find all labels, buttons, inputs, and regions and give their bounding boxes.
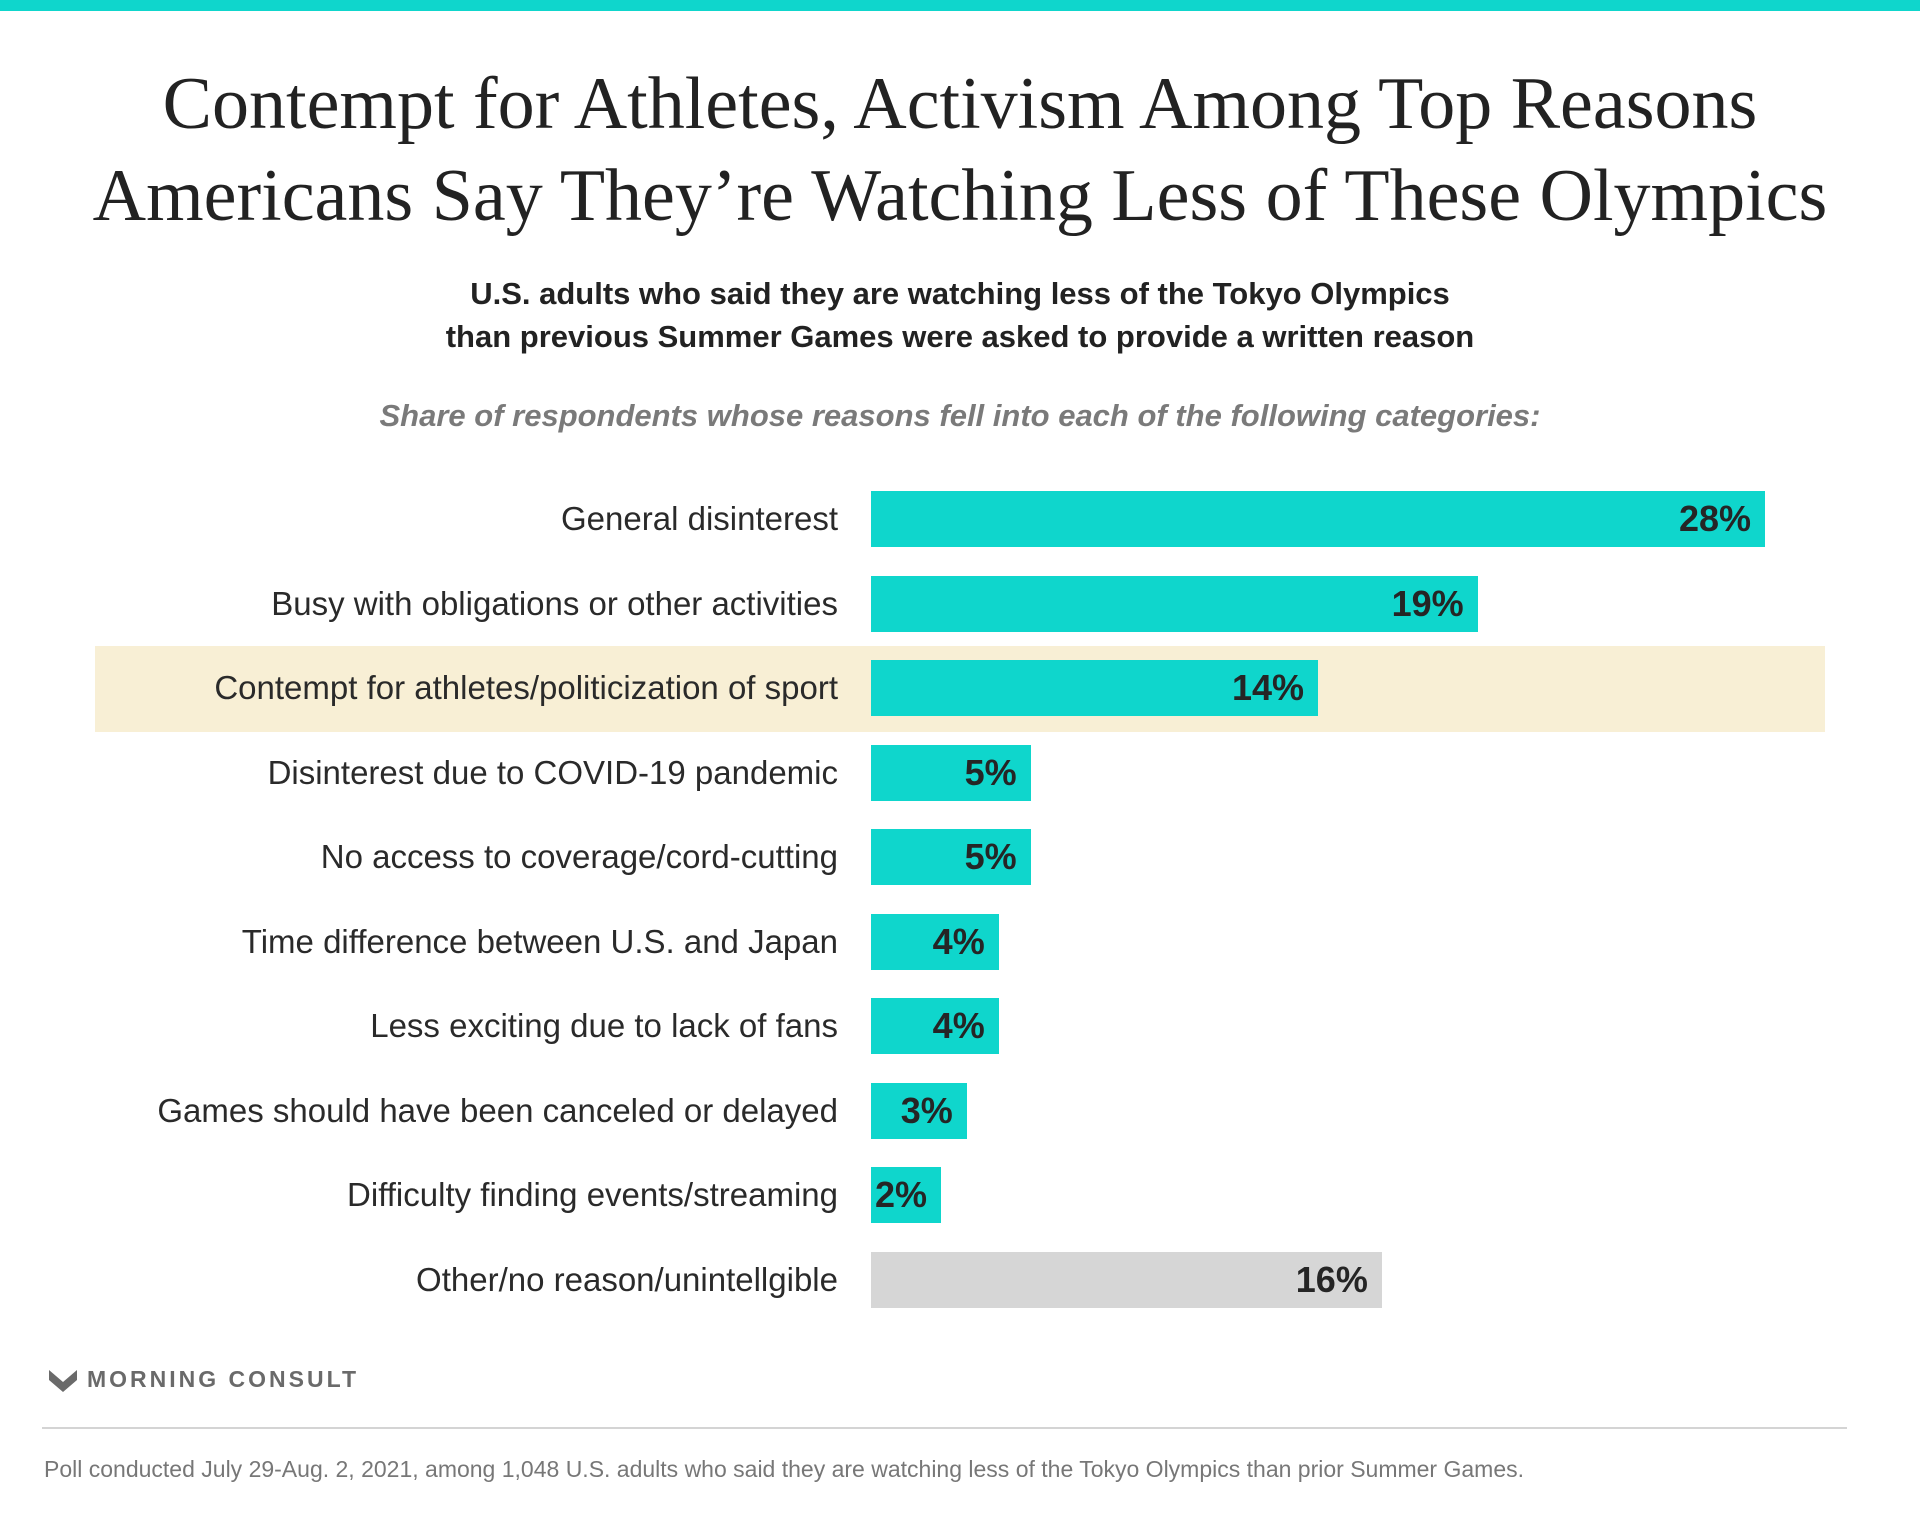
value-label: 28% — [1678, 498, 1751, 539]
chart-title: Contempt for Athletes, Activism Among To… — [0, 58, 1920, 242]
bar-row: General disinterest 28% — [0, 491, 1920, 547]
bar: 5% — [871, 744, 1031, 801]
bar-row: Games should have been canceled or delay… — [0, 1082, 1920, 1139]
value-label: 2% — [874, 1174, 927, 1215]
bar-row: Contempt for athletes/politicization of … — [0, 660, 1920, 716]
category-label: Other/no reason/unintellgible — [416, 1260, 838, 1298]
subtitle-line-2: than previous Summer Games were asked to… — [445, 319, 1475, 354]
brand-name: MORNING CONSULT — [87, 1366, 360, 1392]
subtitle-line-1: U.S. adults who said they are watching l… — [470, 276, 1450, 311]
bar: 19% — [871, 575, 1478, 632]
value-label: 5% — [964, 751, 1017, 793]
category-label: No access to coverage/cord-cutting — [320, 838, 838, 875]
bar: 5% — [871, 829, 1031, 885]
chart-description: Share of respondents whose reasons fell … — [379, 398, 1541, 433]
morning-consult-logo-icon — [49, 1369, 77, 1392]
category-label: Disinterest due to COVID-19 pandemic — [267, 753, 838, 791]
value-label: 4% — [932, 920, 985, 962]
category-label: Less exciting due to lack of fans — [370, 1007, 838, 1044]
top-accent-bar — [0, 0, 1920, 11]
bar-row: Difficulty finding events/streaming 2% — [0, 1167, 1920, 1223]
brand-logo: MORNING CONSULT — [49, 1366, 359, 1393]
footer-note: Poll conducted July 29-Aug. 2, 2021, amo… — [44, 1456, 1525, 1482]
bar-row: Other/no reason/unintellgible 16% — [0, 1251, 1920, 1308]
category-label: General disinterest — [561, 500, 838, 537]
category-label: Contempt for athletes/politicization of … — [214, 669, 838, 706]
title-line-2: Americans Say They’re Watching Less of T… — [92, 155, 1828, 237]
bar-row: Less exciting due to lack of fans 4% — [0, 998, 1920, 1054]
category-label: Busy with obligations or other activitie… — [271, 584, 838, 622]
footer-divider — [42, 1427, 1847, 1429]
bar: 2% — [871, 1167, 941, 1223]
value-label: 3% — [900, 1089, 953, 1131]
category-label: Games should have been canceled or delay… — [157, 1091, 838, 1129]
value-label: 5% — [964, 836, 1017, 877]
bar: 16% — [871, 1251, 1382, 1308]
category-label: Difficulty finding events/streaming — [347, 1176, 838, 1213]
bar: 4% — [871, 913, 999, 970]
bar: 3% — [871, 1082, 967, 1139]
bar-row: Disinterest due to COVID-19 pandemic 5% — [0, 744, 1920, 801]
value-label: 4% — [932, 1005, 985, 1046]
value-label: 19% — [1391, 582, 1464, 624]
value-label: 14% — [1231, 667, 1304, 708]
chart-subtitle: U.S. adults who said they are watching l… — [0, 272, 1920, 358]
bar-row: No access to coverage/cord-cutting 5% — [0, 829, 1920, 885]
bar-row: Busy with obligations or other activitie… — [0, 575, 1920, 632]
bar-row: Time difference between U.S. and Japan 4% — [0, 913, 1920, 970]
value-label: 16% — [1295, 1258, 1368, 1300]
title-line-1: Contempt for Athletes, Activism Among To… — [162, 63, 1758, 145]
bar: 14% — [871, 660, 1318, 716]
bar: 4% — [871, 998, 999, 1054]
category-label: Time difference between U.S. and Japan — [241, 922, 838, 960]
bar: 28% — [871, 491, 1765, 547]
